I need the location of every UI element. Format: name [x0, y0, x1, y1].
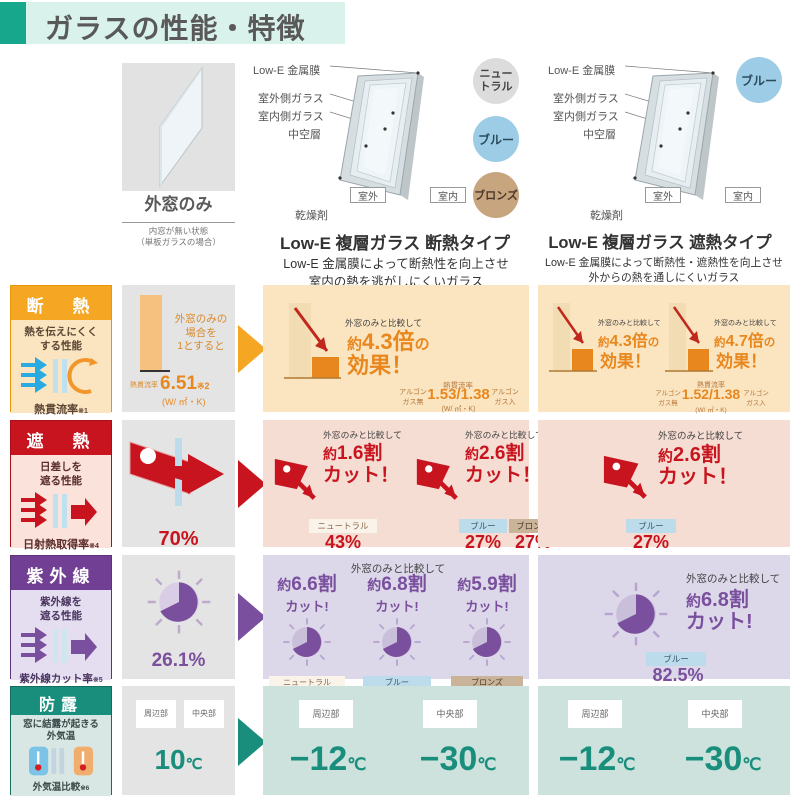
- svg-text:外窓のみと比較して: 外窓のみと比較して: [598, 318, 661, 327]
- svg-text:外窓のみと比較して: 外窓のみと比較して: [714, 318, 777, 327]
- svg-text:効果！: 効果！: [347, 353, 413, 378]
- svg-text:約4.3倍の: 約4.3倍の: [598, 331, 659, 350]
- svg-text:約4.7倍の: 約4.7倍の: [714, 331, 775, 350]
- svg-text:外窓のみと比較して: 外窓のみと比較して: [345, 317, 422, 328]
- svg-text:効果！: 効果！: [600, 351, 651, 371]
- svg-text:約4.3倍の: 約4.3倍の: [347, 329, 429, 354]
- svg-text:効果！: 効果！: [716, 351, 767, 371]
